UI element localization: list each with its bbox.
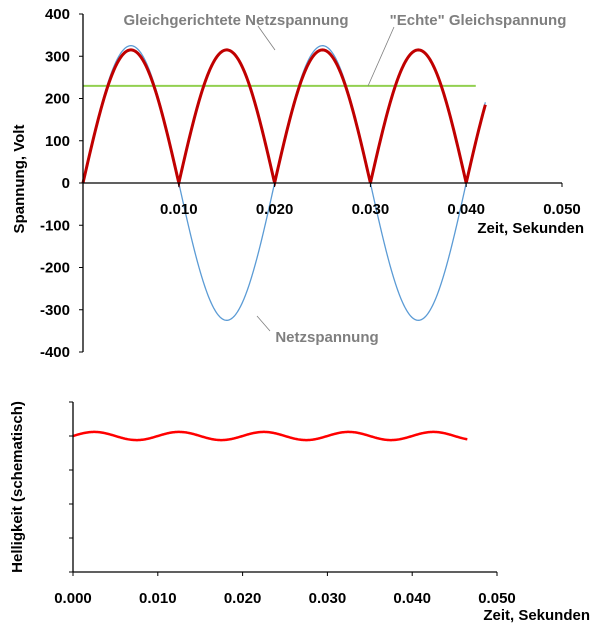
series-line-rectified-sine [81, 48, 487, 189]
brightness-line [72, 430, 468, 442]
annotation-rectified: Gleichgerichtete Netzspannung [123, 12, 348, 29]
x-tick-label: 0.030 [309, 590, 347, 607]
x-axis-label: Zeit, Sekunden [483, 607, 590, 624]
x-tick-label: 0.050 [543, 201, 581, 218]
y-tick-label: -100 [40, 217, 70, 234]
x-tick-label: 0.010 [160, 201, 198, 218]
y-axis-label: Spannung, Volt [11, 125, 28, 234]
x-tick-label: 0.020 [224, 590, 262, 607]
annotation-leader [257, 25, 276, 51]
annotation-dc: "Echte" Gleichspannung [390, 12, 567, 29]
x-tick-label: 0.040 [447, 201, 485, 218]
y-tick-label: -200 [40, 260, 70, 277]
voltage-chart: 400 300 200 100 0 -100 -200 -300 -400 0.010 0.020… [11, 6, 584, 361]
annotation-leader [256, 315, 271, 332]
y-tick-label: 100 [45, 133, 70, 150]
x-tick-label: 0.000 [54, 590, 92, 607]
x-tick-label: 0.030 [352, 201, 390, 218]
y-tick-label: 300 [45, 48, 70, 65]
y-tick-label: 200 [45, 91, 70, 108]
y-tick-label: 400 [45, 6, 70, 23]
annotation-mains: Netzspannung [275, 329, 378, 346]
x-tick-label: 0.010 [139, 590, 177, 607]
x-axis-label: Zeit, Sekunden [477, 220, 584, 237]
y-tick-label: -400 [40, 344, 70, 361]
brightness-chart: 0.000 0.010 0.020 0.030 0.040 0.050 Helligkei… [9, 401, 590, 624]
x-tick-label: 0.050 [478, 590, 516, 607]
x-tick-label: 0.040 [393, 590, 431, 607]
x-tick-label: 0.020 [256, 201, 294, 218]
y-axis-label: Helligkeit (schematisch) [9, 401, 26, 573]
y-tick-label: 0 [62, 175, 70, 192]
annotation-leader [367, 26, 395, 87]
y-tick-label: -300 [40, 302, 70, 319]
